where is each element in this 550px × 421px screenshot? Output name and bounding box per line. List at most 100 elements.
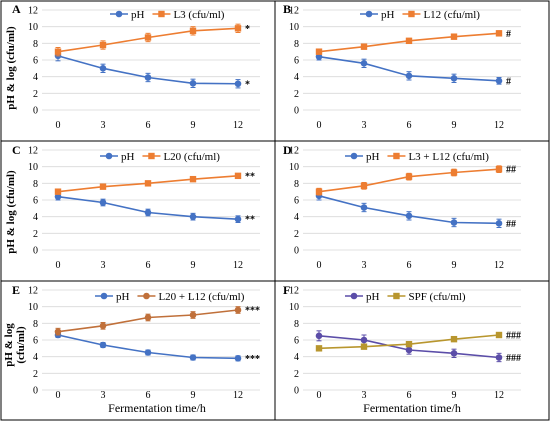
- data-point: [144, 180, 152, 187]
- data-point: [495, 77, 503, 85]
- y-tick-label: 0: [294, 246, 299, 257]
- y-tick-label: 12: [28, 6, 38, 17]
- x-tick-label: 12: [233, 120, 243, 131]
- data-point: [99, 341, 107, 349]
- data-point: [315, 332, 323, 340]
- y-tick-label: 12: [28, 286, 38, 297]
- y-tick-label: 4: [294, 72, 299, 83]
- y-tick-label: 8: [33, 319, 38, 330]
- y-tick-label: 10: [289, 162, 299, 173]
- x-tick-label: 6: [407, 120, 412, 131]
- data-point: [144, 34, 152, 41]
- data-point: [360, 60, 368, 67]
- y-tick-label: 12: [289, 286, 299, 297]
- data-point: [315, 345, 323, 352]
- y-tick-label: 6: [33, 336, 38, 347]
- data-point: [144, 74, 152, 81]
- x-tick-label: 6: [407, 390, 412, 401]
- y-tick-label: 6: [294, 336, 299, 347]
- y-tick-label: 0: [33, 106, 38, 117]
- data-point: [189, 27, 197, 35]
- legend-marker: [350, 292, 358, 300]
- data-point: [450, 219, 458, 226]
- data-point: [360, 336, 368, 344]
- data-point: [360, 343, 368, 350]
- panel-f: F 0 2 4 6 8 10 12 0 3 6 9 12 ### ### pH SPF (cfu/ml): [283, 283, 521, 401]
- y-tick-label: 0: [294, 386, 299, 397]
- y-axis-title-row1: pH & log (cfu/ml): [5, 26, 17, 110]
- y-tick-label: 10: [289, 22, 299, 33]
- legend-marker: [393, 152, 400, 160]
- data-point: [54, 328, 62, 335]
- y-tick-label: 6: [33, 196, 38, 207]
- x-axis-title-f: Fermentation time/h: [363, 401, 461, 415]
- y-tick-label: 8: [33, 179, 38, 190]
- data-point: [99, 65, 107, 72]
- data-point: [405, 212, 413, 220]
- y-tick-label: 12: [289, 146, 299, 157]
- legend-entry: pH: [366, 291, 380, 303]
- y-tick-label: 0: [33, 246, 38, 257]
- data-point: [234, 25, 242, 32]
- data-point: [450, 75, 458, 82]
- legend-marker: [408, 10, 415, 18]
- data-point: [450, 335, 458, 343]
- panel-e: E 0 2 4 6 8 10 12 0 3 6 9 12 *** *** pH L20 + L12 (cfu/m…: [12, 283, 260, 401]
- x-tick-label: 9: [452, 390, 457, 401]
- legend-marker: [350, 152, 358, 160]
- legend-marker: [365, 10, 373, 18]
- data-point: [315, 48, 323, 55]
- data-point: [450, 33, 458, 40]
- panel-a: A 0 2 4 6 8 10 12 0 3 6 9 12 * * pH L3 (cfu/ml): [12, 2, 260, 131]
- data-point: [99, 183, 107, 190]
- significance-label: ###: [506, 353, 521, 364]
- panel-label-a: A: [12, 2, 21, 16]
- data-point: [495, 165, 503, 173]
- y-tick-label: 12: [28, 146, 38, 157]
- legend-entry: pH: [381, 9, 395, 21]
- y-tick-label: 6: [294, 196, 299, 207]
- legend-entry: L20 + L12 (cfu/ml): [158, 291, 244, 303]
- significance-label: ***: [245, 354, 260, 365]
- panel-label-b: B: [283, 2, 291, 16]
- x-tick-label: 3: [362, 120, 367, 131]
- x-tick-label: 9: [452, 120, 457, 131]
- panel-label-c: C: [12, 143, 21, 157]
- x-tick-label: 3: [101, 120, 106, 131]
- data-point: [360, 43, 368, 50]
- legend-marker: [158, 10, 165, 18]
- y-tick-label: 4: [33, 72, 38, 83]
- data-point: [495, 331, 503, 339]
- x-tick-label: 0: [317, 120, 322, 131]
- data-point: [450, 350, 458, 357]
- legend-marker: [105, 152, 113, 160]
- significance-label: *: [245, 24, 250, 35]
- y-tick-label: 12: [289, 6, 299, 17]
- y-tick-label: 4: [33, 212, 38, 223]
- significance-label: #: [506, 29, 511, 40]
- legend-entry: pH: [116, 291, 130, 303]
- y-tick-label: 2: [294, 89, 299, 100]
- x-tick-label: 9: [452, 260, 457, 271]
- legend-entry: L3 + L12 (cfu/ml): [408, 151, 489, 163]
- x-tick-label: 12: [494, 260, 504, 271]
- y-tick-label: 0: [294, 106, 299, 117]
- x-tick-label: 0: [317, 260, 322, 271]
- y-tick-label: 6: [294, 56, 299, 67]
- significance-label: ###: [506, 331, 521, 342]
- x-tick-label: 0: [317, 390, 322, 401]
- y-tick-label: 2: [33, 369, 38, 380]
- panel-label-d: D: [283, 143, 292, 157]
- data-point: [189, 175, 197, 183]
- legend-entry: L12 (cfu/ml): [423, 9, 480, 21]
- data-point: [54, 193, 62, 200]
- x-tick-label: 12: [494, 120, 504, 131]
- data-point: [450, 169, 458, 176]
- data-point: [360, 182, 368, 190]
- data-point: [144, 314, 152, 321]
- data-point: [315, 188, 323, 195]
- data-point: [495, 220, 503, 227]
- panel-label-e: E: [12, 283, 20, 297]
